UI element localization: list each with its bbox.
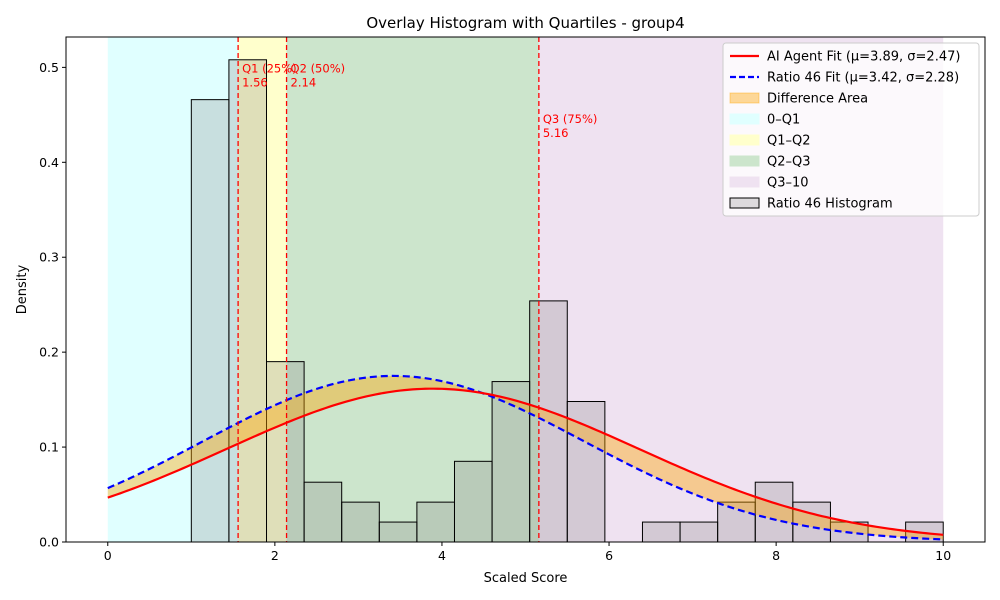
difference-fill	[107, 375, 944, 540]
histogram-bar	[641, 521, 681, 543]
histogram-bar	[228, 59, 268, 543]
histogram-bar	[453, 460, 493, 543]
histogram-bar	[717, 501, 756, 543]
histogram-bar	[529, 300, 568, 543]
region-2	[286, 37, 539, 542]
y-tick-label: 0.2	[39, 345, 59, 360]
quartile-value-2: 5.16	[543, 126, 569, 140]
legend-patch-5	[729, 155, 760, 167]
y-tick-label: 0.5	[39, 60, 59, 75]
x-axis-label: Scaled Score	[484, 571, 568, 586]
ai-agent-fit-curve	[107, 387, 944, 536]
y-tick-label: 0.3	[39, 250, 59, 265]
legend-patch-6	[729, 176, 760, 188]
legend-label-4: Q1–Q2	[767, 134, 811, 149]
quartile-value-0: 1.56	[242, 75, 268, 89]
x-tick-label: 4	[438, 548, 446, 563]
region-1	[238, 37, 287, 542]
legend-label-0: AI Agent Fit (μ=3.89, σ=2.47)	[767, 50, 960, 65]
x-tick-label: 6	[605, 548, 613, 563]
legend-patch-2	[729, 92, 760, 104]
y-axis-label: Density	[15, 264, 30, 314]
x-tick-label: 0	[104, 548, 112, 563]
histogram-bar	[266, 361, 305, 543]
ratio46-fit-curve	[107, 374, 944, 541]
quartile-lines: Q1 (25%)1.56 Q2 (50%)2.14 Q3 (75%)5.16	[237, 37, 598, 542]
fit-curves	[107, 374, 944, 541]
histogram-bar	[679, 521, 719, 543]
quartile-label-2: Q3 (75%)	[543, 112, 598, 126]
histogram-bar	[378, 521, 418, 543]
legend-label-2: Difference Area	[767, 92, 868, 107]
histogram-bar	[491, 381, 531, 543]
legend-patch-7	[729, 197, 760, 209]
legend-patch-3	[729, 113, 760, 125]
legend-label-1: Ratio 46 Fit (μ=3.42, σ=2.28)	[767, 71, 959, 86]
histogram-bar	[416, 501, 455, 543]
legend-label-6: Q3–10	[767, 176, 809, 191]
y-tick-label: 0.0	[39, 535, 59, 550]
histogram-bars	[190, 59, 944, 543]
chart-title: Overlay Histogram with Quartiles - group…	[366, 14, 684, 32]
histogram-bar	[754, 481, 794, 543]
histogram-bar	[341, 501, 380, 543]
x-tick-label: 10	[935, 548, 951, 563]
quartile-label-1: Q2 (50%)	[291, 61, 346, 75]
x-tick-label: 2	[271, 548, 279, 563]
histogram-bar	[303, 481, 343, 543]
quartile-value-1: 2.14	[291, 75, 317, 89]
y-tick-label: 0.4	[39, 155, 59, 170]
histogram-bar	[792, 501, 831, 543]
legend-label-3: 0–Q1	[767, 113, 800, 128]
x-tick-label: 8	[772, 548, 780, 563]
difference-area	[107, 375, 944, 540]
y-axis-ticks: 0.0 0.1 0.2 0.3 0.4 0.5	[39, 60, 66, 550]
legend-label-5: Q2–Q3	[767, 155, 811, 170]
x-axis-ticks: 0 2 4 6 8 10	[104, 542, 951, 563]
legend-patch-4	[729, 134, 760, 146]
legend-label-7: Ratio 46 Histogram	[767, 197, 893, 212]
legend-box	[722, 42, 980, 217]
quartile-label-0: Q1 (25%)	[242, 61, 297, 75]
legend: AI Agent Fit (μ=3.89, σ=2.47) Ratio 46 Fi…	[722, 42, 980, 217]
histogram-bar	[190, 99, 230, 543]
plot-frame	[65, 36, 986, 543]
y-tick-label: 0.1	[39, 440, 59, 455]
